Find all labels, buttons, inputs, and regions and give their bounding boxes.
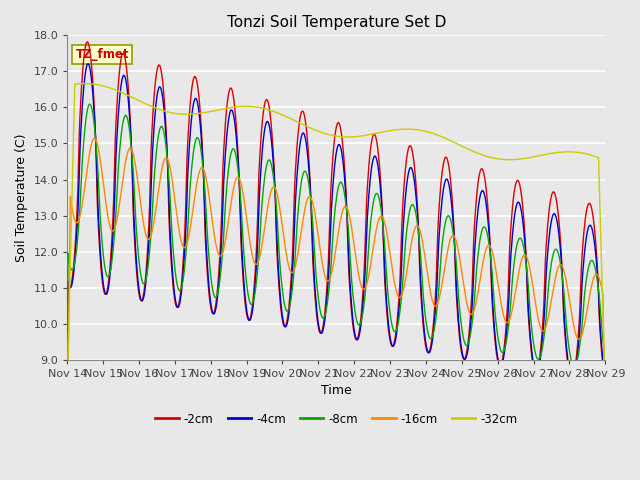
Y-axis label: Soil Temperature (C): Soil Temperature (C) [15, 133, 28, 262]
X-axis label: Time: Time [321, 384, 351, 397]
Legend: -2cm, -4cm, -8cm, -16cm, -32cm: -2cm, -4cm, -8cm, -16cm, -32cm [150, 408, 522, 431]
Title: Tonzi Soil Temperature Set D: Tonzi Soil Temperature Set D [227, 15, 446, 30]
Text: TZ_fmet: TZ_fmet [76, 48, 129, 61]
